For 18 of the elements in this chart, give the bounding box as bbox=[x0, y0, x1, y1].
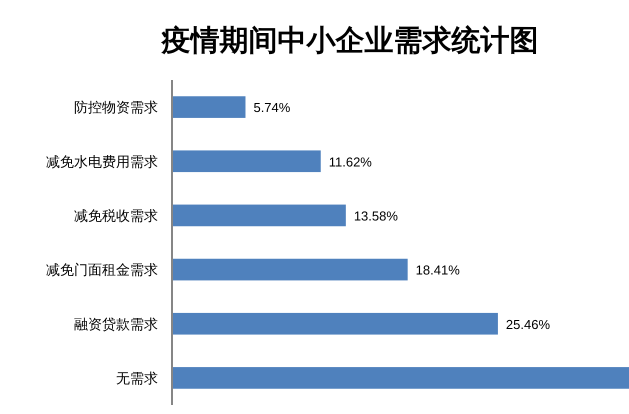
bar bbox=[172, 150, 321, 172]
y-tick-label: 防控物资需求 bbox=[74, 99, 158, 116]
data-label: 13.58% bbox=[354, 208, 398, 224]
bar bbox=[172, 367, 629, 389]
bar bbox=[172, 204, 346, 226]
y-tick-label: 减免税收需求 bbox=[74, 207, 158, 224]
data-label: 5.74% bbox=[253, 100, 291, 116]
chart-title: 疫情期间中小企业需求统计图 bbox=[160, 24, 538, 57]
y-tick-label: 减免门面租金需求 bbox=[46, 262, 158, 278]
data-label: 11.62% bbox=[328, 154, 372, 170]
data-label: 25.46% bbox=[506, 316, 550, 332]
data-label: 18.41% bbox=[416, 262, 460, 278]
bar bbox=[172, 96, 246, 118]
y-tick-label: 无需求 bbox=[116, 370, 158, 386]
y-tick-label: 融资贷款需求 bbox=[74, 316, 158, 332]
bar bbox=[172, 258, 408, 280]
y-tick-label: 减免水电费用需求 bbox=[46, 153, 158, 170]
bar bbox=[172, 312, 498, 335]
